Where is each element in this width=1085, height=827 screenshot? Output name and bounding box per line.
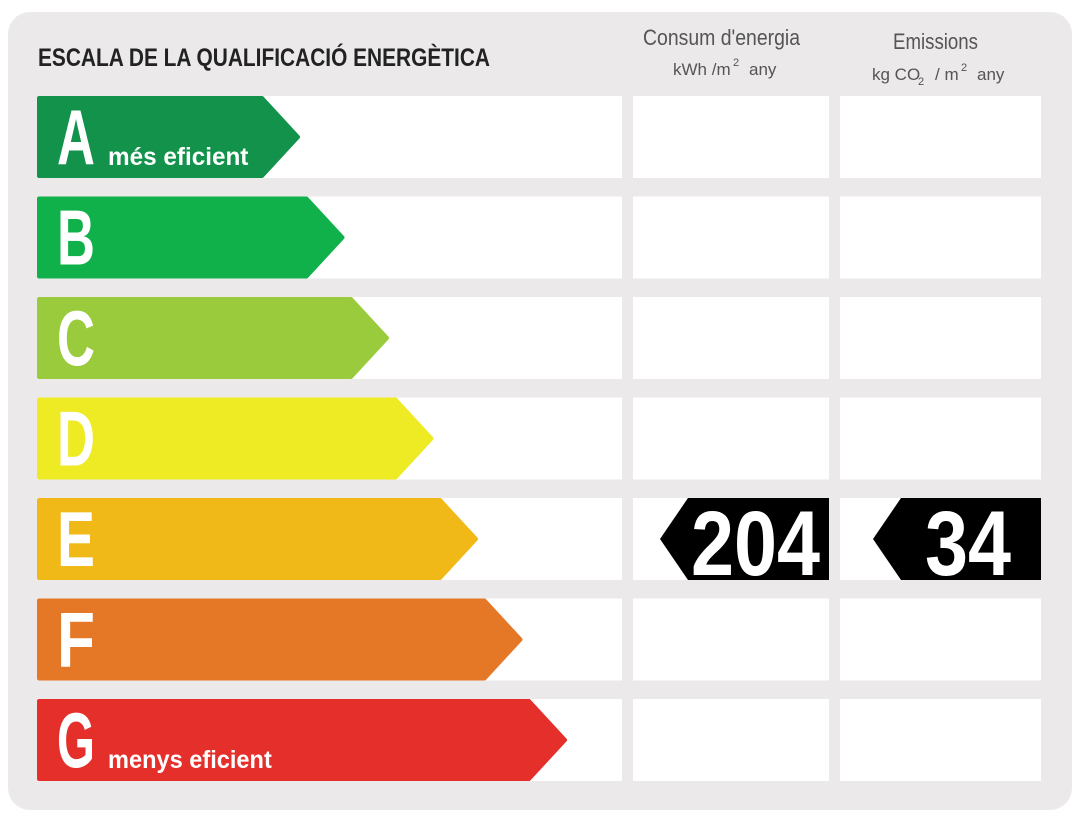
grade-arrow: [37, 397, 434, 480]
cell: [840, 96, 1041, 178]
unit-sup: 2: [733, 57, 739, 69]
unit: kg CO: [872, 65, 920, 84]
grade-letter: D: [57, 395, 95, 483]
rating-marker: [873, 498, 1041, 580]
rating-marker: [660, 498, 829, 580]
unit: kWh /m: [673, 60, 731, 79]
cell: [633, 196, 829, 279]
cell: [633, 598, 829, 681]
column-label: Consum d'energia: [643, 25, 801, 50]
column-label: Emissions: [893, 29, 978, 54]
grade-arrow: [37, 96, 300, 178]
cell: [840, 297, 1041, 379]
cell: [633, 397, 829, 480]
unit: / m: [935, 65, 959, 84]
grade-note: menys eficient: [108, 746, 272, 774]
grade-letter: C: [57, 294, 95, 382]
title: ESCALA DE LA QUALIFICACIÓ ENERGÈTICA: [38, 42, 490, 72]
grade-letter: B: [57, 194, 95, 282]
grade-arrow: [37, 498, 478, 580]
cell: [840, 699, 1041, 781]
grade-letter: A: [57, 93, 95, 181]
grade-arrow: [37, 196, 345, 279]
rating-value: 34: [925, 493, 1011, 595]
unit: any: [749, 60, 777, 79]
grade-letter: F: [57, 596, 95, 684]
cell: [840, 196, 1041, 279]
grade-arrow: [37, 598, 523, 681]
rating-value: 204: [691, 493, 820, 595]
cell: [633, 297, 829, 379]
cell: [633, 699, 829, 781]
unit-sup: 2: [961, 62, 967, 74]
grade-letter: E: [57, 495, 95, 583]
unit-sub: 2: [918, 76, 924, 88]
unit: any: [977, 65, 1005, 84]
cell: [840, 397, 1041, 480]
grade-letter: G: [57, 696, 95, 784]
grade-arrow: [37, 699, 567, 781]
grade-note: més eficient: [108, 143, 249, 171]
grade-arrow: [37, 297, 389, 379]
cell: [840, 598, 1041, 681]
cell: [633, 96, 829, 178]
